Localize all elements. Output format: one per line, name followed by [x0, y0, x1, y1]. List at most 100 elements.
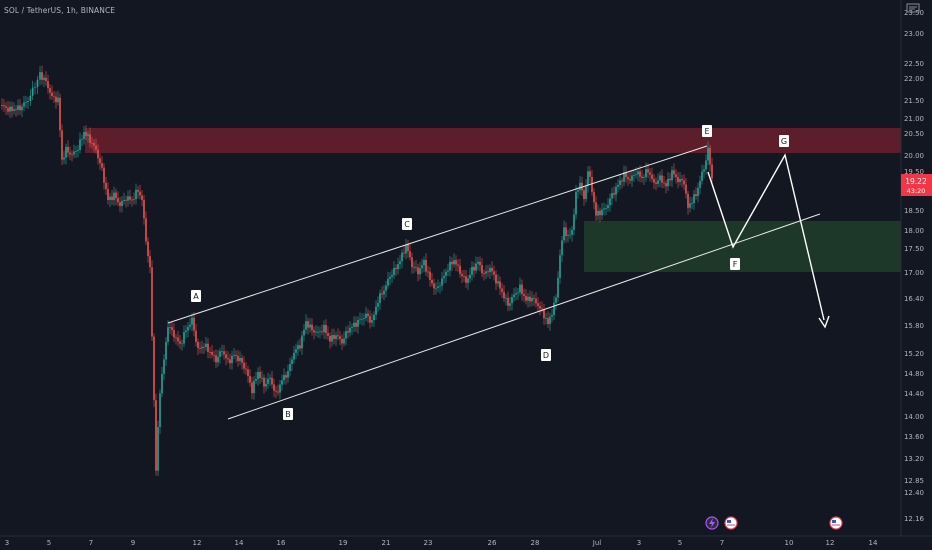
candle-body: [673, 170, 675, 175]
time-tick-label: 23: [424, 539, 433, 547]
candle-body: [9, 106, 11, 112]
candle-body: [569, 234, 571, 236]
price-tick-label: 19.50: [904, 168, 924, 176]
candle-body: [36, 79, 39, 88]
wave-label-text: F: [733, 260, 738, 269]
wave-label-a[interactable]: A: [191, 290, 201, 302]
candle-body: [641, 176, 643, 179]
candle-body: [95, 145, 97, 150]
candle-body: [239, 357, 241, 361]
candle-body: [493, 271, 495, 275]
price-tick-label: 14.00: [904, 413, 924, 421]
price-tick-label: 21.50: [904, 97, 924, 105]
wave-label-f[interactable]: F: [730, 258, 740, 270]
candle-body: [561, 240, 563, 256]
lightning-event-icon[interactable]: [705, 516, 719, 530]
candle-body: [217, 356, 219, 363]
candle-body: [311, 324, 313, 331]
candle-body: [515, 293, 517, 295]
candle-body: [381, 293, 383, 295]
candle-body: [103, 167, 105, 183]
candle-body: [203, 346, 205, 348]
candle-body: [23, 102, 25, 107]
candle-body: [537, 303, 539, 306]
candle-body: [267, 378, 269, 384]
candle-body: [423, 260, 425, 266]
candle-body: [433, 283, 435, 289]
candle-body: [333, 335, 335, 339]
candle-body: [705, 160, 707, 170]
candle-body: [85, 131, 87, 136]
candle-body: [683, 180, 685, 185]
candle-body: [425, 260, 427, 272]
wave-label-text: B: [285, 410, 291, 419]
candle-body: [445, 271, 447, 276]
candle-body: [89, 134, 91, 143]
candle-body: [633, 174, 635, 176]
candle-body: [295, 349, 297, 353]
candle-body: [201, 346, 203, 349]
candle-body: [613, 193, 615, 195]
candle-body: [401, 252, 403, 262]
candle-body: [213, 354, 215, 356]
candle-body: [685, 184, 687, 194]
candle-body: [603, 208, 605, 210]
candle-body: [331, 335, 333, 342]
price-tick-label: 21.00: [904, 115, 924, 123]
candle-body: [301, 335, 303, 349]
candle-body: [163, 359, 165, 374]
candle-body: [453, 260, 455, 265]
candle-body: [83, 131, 85, 139]
candle-body: [3, 105, 5, 107]
candle-body: [347, 331, 349, 333]
candle-body: [5, 106, 7, 108]
us-flag-event-icon[interactable]: [829, 516, 843, 530]
price-tick-label: 14.40: [904, 390, 924, 398]
candle-body: [447, 270, 449, 272]
candle-body: [557, 277, 559, 298]
candle-body: [669, 178, 671, 181]
candle-body: [283, 375, 285, 381]
candle-body: [15, 109, 17, 111]
chart-settings-icon[interactable]: [906, 3, 920, 13]
candle-body: [49, 88, 51, 93]
price-axis[interactable]: 23.50 23.00 22.50 22.00 21.50 21.00 20.50 20.00…: [900, 0, 925, 536]
candle-body: [273, 384, 275, 391]
candle-body: [657, 180, 659, 184]
candle-body: [337, 335, 339, 337]
candle-body: [625, 172, 627, 178]
time-tick-label: 3: [5, 539, 9, 547]
us-flag-event-icon[interactable]: [724, 516, 738, 530]
candle-body: [155, 400, 157, 471]
wave-label-d[interactable]: D: [541, 349, 551, 361]
candle-body: [119, 202, 121, 207]
candle-body: [29, 95, 32, 101]
candle-body: [649, 172, 651, 175]
candle-body: [321, 331, 323, 333]
wave-label-e[interactable]: E: [702, 125, 712, 137]
candle-body: [115, 192, 117, 199]
candle-body: [19, 105, 21, 111]
candle-body: [357, 319, 359, 327]
candle-body: [287, 371, 289, 378]
candle-body: [461, 273, 463, 277]
candle-body: [227, 358, 229, 360]
time-tick-label: 3: [637, 539, 641, 547]
wave-label-b[interactable]: B: [283, 408, 293, 420]
candle-body: [307, 321, 309, 328]
candle-body: [39, 72, 41, 80]
time-axis[interactable]: 3 5 7 9 12 14 16 19 21 23 26 28 Jul 3 5 7 10 12 14: [0, 535, 932, 547]
time-tick-label: 16: [277, 539, 286, 547]
candle-body: [351, 326, 353, 328]
candle-body: [45, 77, 47, 82]
candle-body: [371, 320, 373, 323]
candle-body: [375, 306, 377, 315]
symbol-header[interactable]: SOL / TetherUS, 1h, BINANCE: [4, 6, 116, 15]
candle-body: [291, 359, 293, 364]
wave-label-c[interactable]: C: [402, 218, 412, 230]
candle-body: [455, 260, 457, 265]
wave-label-g[interactable]: G: [779, 135, 789, 147]
candle-body: [345, 331, 347, 339]
